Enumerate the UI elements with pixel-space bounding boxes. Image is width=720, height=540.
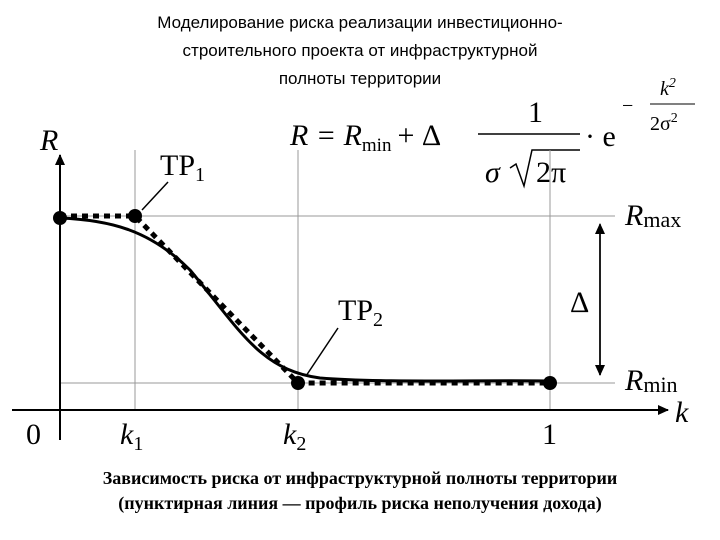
formula: R = Rmin + Δ 1 σ 2π · e − k2 2σ2 [289, 76, 695, 189]
labels: R k 0 k1 k2 1 TP1 TP2 Rmax Δ Rmin [26, 124, 689, 455]
risk-profile [60, 213, 550, 386]
x-label: 1 [542, 418, 557, 451]
formula-plus: + Δ [397, 119, 441, 152]
point-label: TP1 [160, 149, 205, 186]
risk-curve [59, 216, 551, 383]
title-line: Моделирование риска реализации инвестици… [157, 13, 562, 32]
formula-numerator: 1 [528, 96, 543, 129]
formula-exp-den: 2σ2 [650, 111, 678, 135]
caption-line: Зависимость риска от инфраструктурной по… [103, 468, 618, 488]
point-label: TP2 [338, 294, 383, 331]
x-axis-label: k [675, 396, 689, 429]
leader [305, 327, 339, 377]
level-base: R [624, 364, 643, 397]
point-label-base: TP [338, 294, 373, 327]
level-sub: min [643, 372, 677, 397]
point [291, 376, 305, 390]
point-label-base: TP [160, 149, 195, 182]
point-label-sub: 2 [373, 309, 383, 331]
x-label-base: 1 [542, 418, 557, 451]
x-label-base: k [283, 418, 297, 451]
caption-line: (пунктирная линия — профиль риска неполу… [118, 493, 601, 514]
x-label: k1 [120, 418, 143, 455]
root-sign [509, 149, 580, 189]
level-label: Rmin [624, 364, 678, 397]
point [128, 209, 142, 223]
point [543, 376, 557, 390]
formula-lhs: R = R [289, 119, 362, 152]
level-base: R [624, 199, 643, 232]
title-line: строительного проекта от инфраструктурно… [183, 41, 538, 60]
level-label: Rmax [624, 199, 681, 232]
x-label-sub: 1 [133, 433, 143, 455]
exp-pow: 2 [669, 76, 676, 91]
title-line: полноты территории [279, 69, 441, 88]
point [53, 211, 67, 225]
guides [60, 150, 615, 410]
y-axis-label: R [39, 124, 58, 157]
x-label-base: k [120, 418, 134, 451]
exp-k: k [660, 78, 670, 100]
x-label-sub: 2 [296, 433, 306, 455]
formula-root: 2π [536, 156, 566, 189]
exp-pow: 2 [671, 111, 678, 126]
delta-label: Δ [570, 286, 589, 319]
exp-den: 2σ [650, 113, 671, 135]
formula-sigma: σ [485, 156, 501, 189]
leader [141, 181, 169, 211]
formula-minus: − [622, 95, 633, 117]
formula-sub: min [362, 135, 392, 156]
formula-e: · e [585, 120, 616, 153]
formula-exp-num: k2 [660, 76, 676, 100]
point-label-sub: 1 [195, 164, 205, 186]
x-label: k2 [283, 418, 306, 455]
x-label: 0 [26, 418, 41, 451]
formula-part: R = Rmin + Δ [289, 119, 441, 156]
x-label-base: 0 [26, 418, 41, 451]
level-sub: max [643, 207, 681, 232]
